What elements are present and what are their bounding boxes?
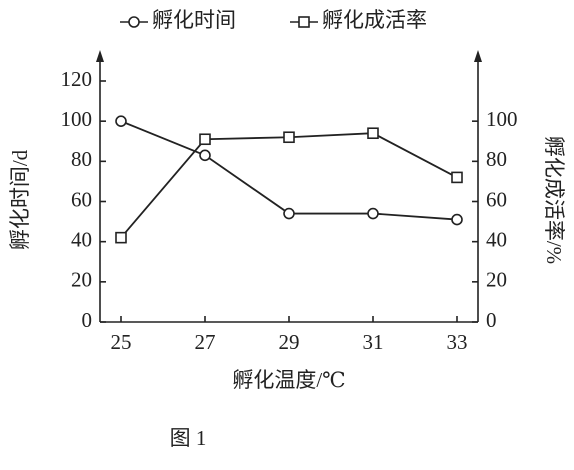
x-tick-label: 31 bbox=[363, 330, 384, 354]
y-axis-arrow bbox=[96, 50, 104, 62]
y-tick-label: 100 bbox=[61, 107, 93, 131]
y-tick-label: 40 bbox=[71, 227, 92, 251]
x-axis-label: 孵化温度/℃ bbox=[232, 368, 345, 392]
point bbox=[367, 207, 379, 220]
y2-tick-label: 80 bbox=[486, 147, 507, 171]
y-axis-label: 孵化时间/d bbox=[8, 149, 32, 250]
y-tick-label: 60 bbox=[71, 187, 92, 211]
y2-axis-arrow bbox=[474, 50, 482, 62]
legend-marker bbox=[128, 16, 140, 28]
y2-axis-label: 孵化成活率/% bbox=[542, 136, 566, 264]
x-tick-label: 29 bbox=[279, 330, 300, 354]
x-tick-label: 33 bbox=[447, 330, 468, 354]
y2-tick-label: 20 bbox=[486, 268, 507, 292]
legend-marker bbox=[298, 16, 310, 28]
point bbox=[115, 115, 127, 127]
point bbox=[199, 133, 211, 146]
caption: 图 1 bbox=[170, 426, 207, 450]
series-line bbox=[120, 132, 458, 239]
x-tick-label: 27 bbox=[195, 330, 216, 354]
point bbox=[199, 149, 211, 162]
y2-tick-label: 60 bbox=[486, 187, 507, 211]
legend-label: 孵化成活率 bbox=[322, 8, 427, 32]
y2-tick-label: 100 bbox=[486, 107, 518, 131]
point bbox=[283, 131, 295, 144]
y-tick-label: 20 bbox=[71, 268, 92, 292]
point bbox=[367, 127, 379, 140]
y-tick-label: 80 bbox=[71, 147, 92, 171]
y-tick-label: 120 bbox=[61, 67, 93, 91]
y2-tick-label: 40 bbox=[486, 227, 507, 251]
x-tick-label: 25 bbox=[111, 330, 132, 354]
y-tick-label: 0 bbox=[82, 308, 93, 332]
point bbox=[283, 207, 295, 220]
point bbox=[115, 231, 127, 244]
point bbox=[451, 213, 463, 226]
legend-label: 孵化时间 bbox=[152, 8, 236, 32]
point bbox=[451, 171, 463, 184]
y2-tick-label: 0 bbox=[486, 308, 497, 332]
